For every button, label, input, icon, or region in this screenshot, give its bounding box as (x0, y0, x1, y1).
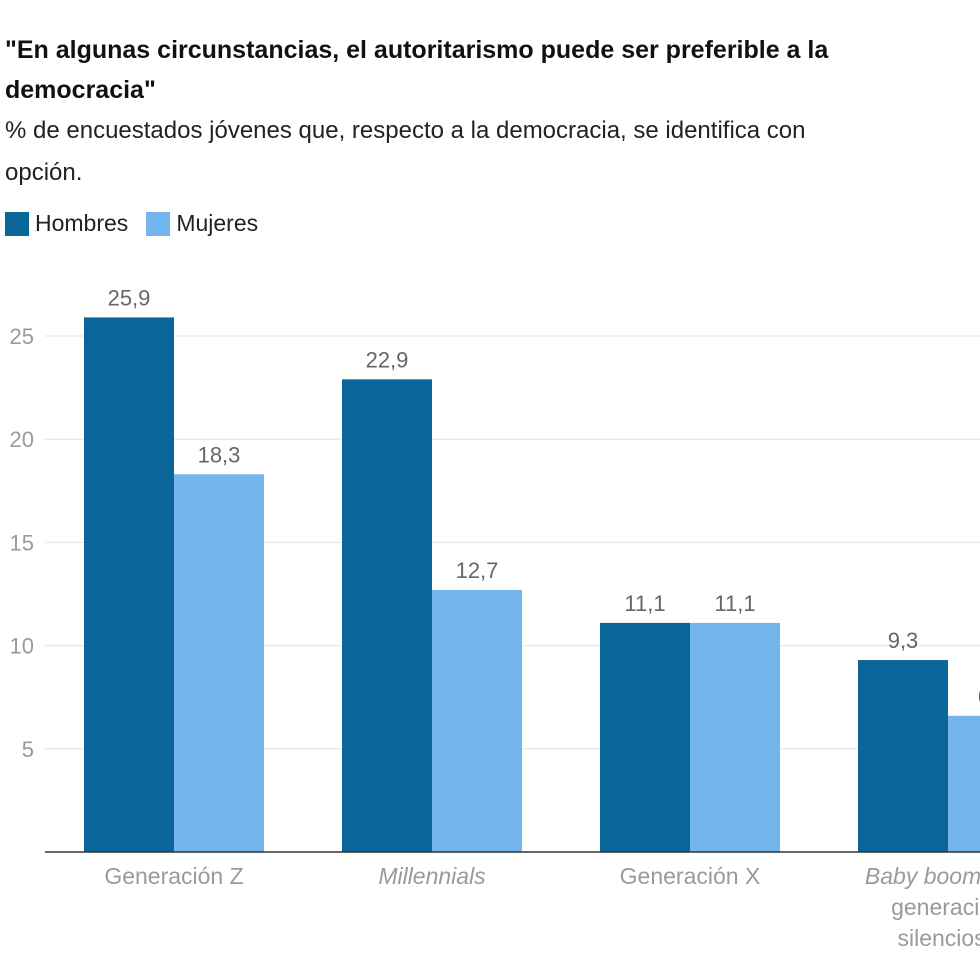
title-line: "En algunas circunstancias, el autoritar… (5, 36, 829, 64)
bar-hombres (858, 660, 948, 852)
data-label: 25,9 (108, 285, 151, 310)
x-tick-label: Millennials (378, 863, 486, 889)
legend-label: Hombres (35, 210, 129, 236)
bar-mujeres (432, 589, 522, 852)
subtitle-line: opción. (5, 159, 83, 186)
data-label: 22,9 (366, 347, 409, 372)
y-tick-label: 20 (10, 427, 34, 452)
data-label: 11,1 (624, 591, 665, 616)
legend-item-hombres: Hombres (5, 210, 128, 237)
x-tick-label: Baby boomers y (865, 863, 980, 889)
bar-hombres (84, 317, 174, 852)
legend-swatch (146, 211, 171, 236)
y-tick-label: 15 (10, 530, 34, 555)
bar-mujeres (948, 715, 980, 852)
bar-hombres (600, 622, 690, 852)
data-label: 18,3 (198, 442, 241, 467)
x-tick-label: Generación Z (104, 863, 243, 889)
bar-mujeres (690, 622, 780, 852)
x-tick-label: Generación X (620, 863, 761, 889)
title-line: democracia" (5, 76, 156, 104)
y-tick-label: 25 (10, 324, 34, 349)
y-tick-label: 10 (10, 634, 34, 659)
bar-mujeres (174, 474, 264, 852)
y-tick-label: 5 (22, 737, 34, 762)
chart-title: "En algunas circunstancias, el autoritar… (5, 30, 980, 110)
legend: Hombres Mujeres (5, 210, 276, 237)
chart-subtitle: % de encuestados jóvenes que, respecto a… (5, 110, 980, 194)
x-tick-label: silenciosa (898, 925, 980, 951)
data-label: 11,1 (714, 591, 755, 616)
legend-label: Mujeres (176, 210, 259, 236)
bar-hombres (342, 379, 432, 852)
legend-swatch (5, 211, 29, 236)
data-label: 9,3 (888, 628, 919, 653)
subtitle-line: % de encuestados jóvenes que, respecto a… (5, 117, 806, 144)
legend-item-mujeres: Mujeres (146, 210, 258, 237)
data-label: 6,6 (978, 684, 980, 709)
x-tick-label: generación (891, 894, 980, 920)
data-label: 12,7 (456, 558, 499, 583)
